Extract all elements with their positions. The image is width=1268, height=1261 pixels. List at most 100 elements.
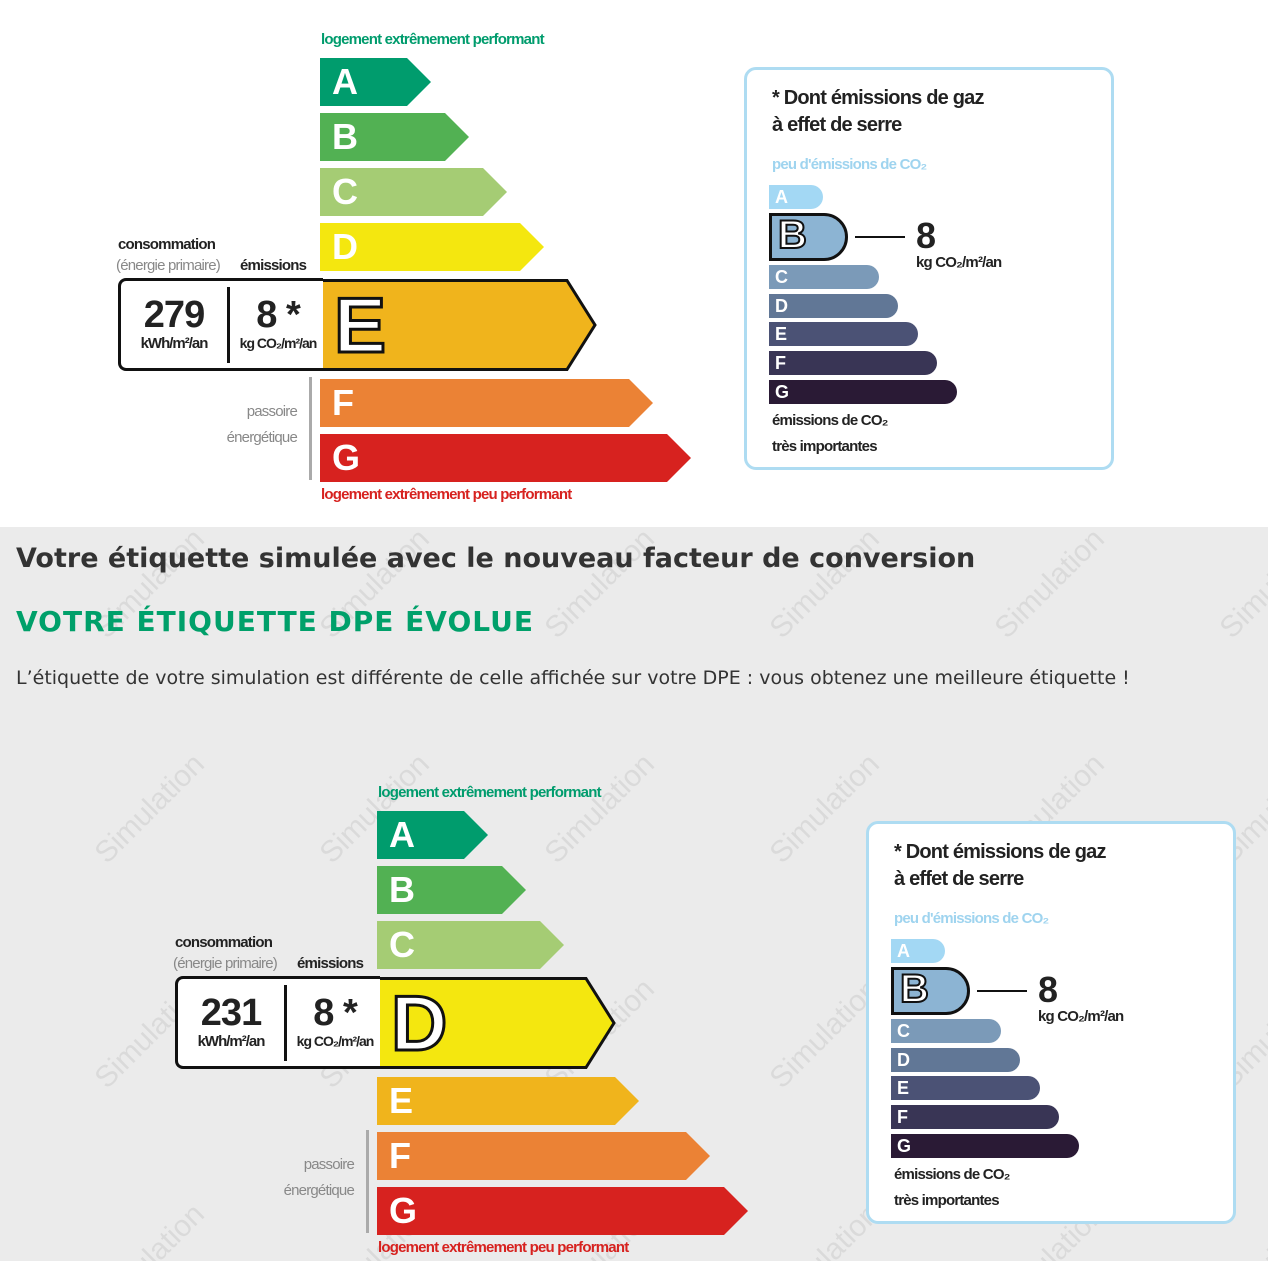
energy-bar-b: B	[320, 113, 469, 161]
ghg-class-letter: C	[775, 267, 788, 287]
high-emissions-label-line2: très importantes	[894, 1192, 1000, 1209]
ghg-class-letter: A	[775, 187, 788, 207]
ghg-bar-d: D	[891, 1048, 1020, 1072]
ghg-class-letter: G	[775, 382, 790, 402]
emissions-unit: kg CO₂/m²/an	[296, 1033, 375, 1049]
values-box: 231 kWh/m²/an 8 * kg CO₂/m²/an	[175, 976, 380, 1069]
consumption-value: 279 kWh/m²/an	[121, 295, 227, 352]
ghg-title-line2: à effet de serre	[772, 114, 902, 136]
energy-bar-d: D	[320, 223, 544, 271]
energy-class-letter: C	[332, 171, 358, 212]
energy-class-letter: D	[332, 226, 358, 267]
ghg-title-line2: à effet de serre	[894, 868, 1024, 890]
simulation-message: L’étiquette de votre simulation est diff…	[16, 667, 1130, 689]
simulation-watermark: Simulation	[988, 527, 1111, 645]
high-emissions-label: émissions de CO₂	[772, 412, 888, 429]
passoire-label: passoire	[303, 1156, 355, 1173]
primary-energy-label: (énergie primaire)	[116, 257, 221, 274]
ghg-bar-e: E	[769, 322, 918, 346]
bottom-text: logement extrêmement peu performant	[378, 1239, 629, 1256]
emissions-number: 8 *	[313, 992, 357, 1034]
values-box: 279 kWh/m²/an 8 * kg CO₂/m²/an	[118, 278, 323, 371]
ghg-title: * Dont émissions de gaz	[894, 841, 1106, 863]
ghg-current-letter: B	[777, 212, 808, 258]
energetique-label: énergétique	[226, 429, 298, 446]
energy-class-letter: F	[389, 1135, 411, 1176]
bottom-text: logement extrêmement peu performant	[321, 486, 572, 503]
ghg-title: * Dont émissions de gaz	[772, 87, 984, 109]
consumption-number: 279	[143, 294, 205, 336]
top-text: logement extrêmement performant	[378, 784, 602, 801]
consumption-value: 231 kWh/m²/an	[178, 993, 284, 1050]
divider	[284, 985, 287, 1061]
ghg-unit: kg CO₂/m²/an	[1038, 1008, 1124, 1025]
energy-class-letter: G	[389, 1190, 418, 1231]
ghg-class-letter: G	[897, 1136, 912, 1156]
consumption-unit: kWh/m²/an	[140, 335, 209, 352]
ghg-value: 8	[916, 215, 937, 256]
ghg-current-letter: B	[899, 966, 930, 1012]
energy-bar-a: A	[320, 58, 431, 106]
energy-bar-f: F	[377, 1132, 710, 1180]
energy-class-letter: B	[332, 116, 358, 157]
emissions-value: 8 * kg CO₂/m²/an	[287, 993, 383, 1049]
energy-class-letter: F	[332, 382, 354, 423]
ghg-bar-c: C	[891, 1019, 1001, 1043]
high-emissions-label-line2: très importantes	[772, 438, 878, 455]
ghg-bar-current-b: B	[769, 212, 848, 261]
energy-class-letter: G	[332, 437, 361, 478]
current-ghg-label: * Dont émissions de gaz à effet de serre…	[744, 67, 1114, 470]
ghg-unit: kg CO₂/m²/an	[916, 254, 1002, 271]
energy-bar-c: C	[320, 168, 507, 216]
ghg-class-letter: D	[775, 296, 788, 316]
energy-class-letter: A	[389, 814, 415, 855]
consumption-label: consommation	[175, 934, 273, 951]
ghg-connector	[855, 236, 905, 238]
emissions-label: émissions	[240, 257, 307, 274]
energy-class-letter: C	[389, 924, 415, 965]
passoire-line	[366, 1130, 369, 1233]
energy-class-letter: A	[332, 61, 358, 102]
emissions-unit: kg CO₂/m²/an	[239, 335, 318, 351]
energy-bar-f: F	[320, 379, 653, 427]
ghg-class-letter: C	[897, 1021, 910, 1041]
emissions-value: 8 * kg CO₂/m²/an	[230, 295, 326, 351]
divider	[227, 287, 230, 363]
energy-class-letter: B	[389, 869, 415, 910]
ghg-connector	[977, 990, 1027, 992]
passoire-label: passoire	[246, 403, 298, 420]
ghg-bar-current-b: B	[891, 966, 970, 1015]
simulated-ghg-label: * Dont émissions de gaz à effet de serre…	[866, 821, 1236, 1224]
ghg-bar-g: G	[891, 1134, 1079, 1158]
energy-bar-b: B	[377, 866, 526, 914]
emissions-number: 8 *	[256, 294, 300, 336]
energetique-label: énergétique	[283, 1182, 355, 1199]
low-emissions-label: peu d'émissions de CO₂	[894, 910, 1049, 927]
ghg-class-letter: E	[897, 1078, 910, 1098]
ghg-value: 8	[1038, 969, 1059, 1010]
ghg-bar-a: A	[769, 185, 823, 209]
ghg-bar-f: F	[891, 1105, 1059, 1129]
ghg-bar-g: G	[769, 380, 957, 404]
passoire-line	[309, 377, 312, 480]
consumption-unit: kWh/m²/an	[197, 1033, 266, 1050]
ghg-bar-f: F	[769, 351, 937, 375]
simulation-section: Simulation Simulation Simulation Simulation…	[0, 527, 1268, 1261]
ghg-bar-e: E	[891, 1076, 1040, 1100]
current-class-letter: E	[332, 281, 387, 369]
ghg-class-letter: A	[897, 941, 910, 961]
ghg-bar-c: C	[769, 265, 879, 289]
top-text: logement extrêmement performant	[321, 31, 545, 48]
energy-bar-a: A	[377, 811, 488, 859]
energy-bar-current-e: E	[320, 279, 597, 371]
simulation-heading: VOTRE ÉTIQUETTE DPE ÉVOLUE	[16, 605, 534, 638]
simulation-title: Votre étiquette simulée avec le nouveau …	[16, 543, 976, 574]
ghg-class-letter: D	[897, 1050, 910, 1070]
low-emissions-label: peu d'émissions de CO₂	[772, 156, 927, 173]
simulation-watermark: Simulation	[1213, 527, 1268, 645]
